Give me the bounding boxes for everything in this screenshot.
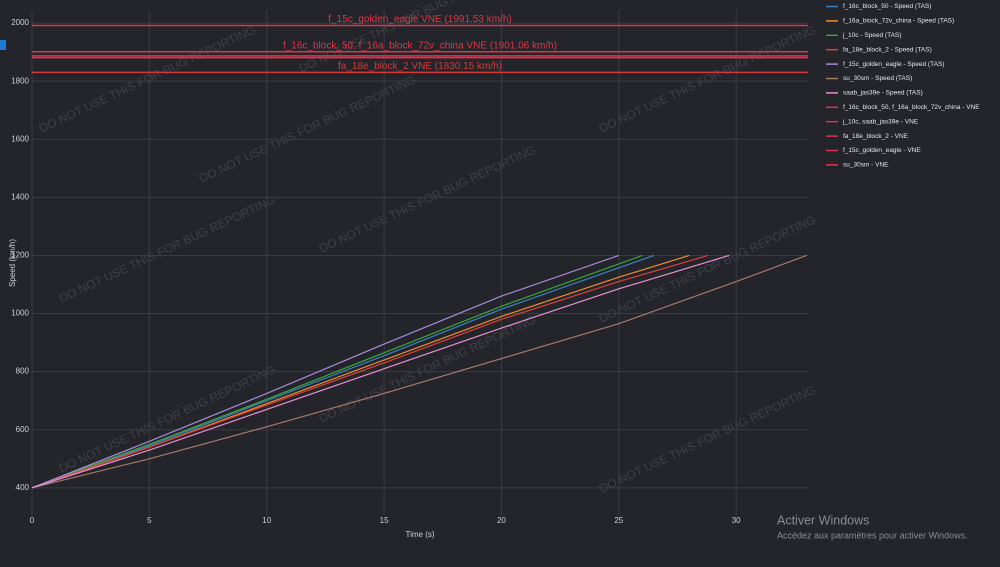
speed-line bbox=[31, 254, 643, 489]
legend-label: f_16a_block_72v_china - Speed (TAS) bbox=[843, 18, 954, 25]
y-tick-label: 2000 bbox=[11, 18, 29, 27]
legend-label: f_15c_golden_eagle - Speed (TAS) bbox=[843, 61, 944, 68]
legend-item[interactable]: f_15c_golden_eagle - VNE bbox=[826, 147, 921, 154]
legend-label: j_10c, saab_jas39e - VNE bbox=[842, 118, 919, 125]
y-tick-label: 600 bbox=[16, 425, 30, 434]
legend-item[interactable]: f_16c_block_50, f_16a_block_72v_china - … bbox=[826, 104, 980, 111]
x-tick-label: 15 bbox=[380, 516, 389, 525]
vne-label: fa_18e_block_2 VNE (1830.15 km/h) bbox=[338, 61, 502, 72]
legend-label: su_30sm - VNE bbox=[843, 162, 889, 169]
speed-line bbox=[31, 254, 709, 489]
legend-item[interactable]: fa_18e_block_2 - VNE bbox=[826, 133, 909, 140]
x-tick-label: 10 bbox=[262, 516, 271, 525]
os-notice-title: Activer Windows bbox=[777, 513, 869, 527]
speed-line bbox=[31, 254, 655, 489]
x-tick-label: 30 bbox=[732, 516, 741, 525]
legend-label: f_16c_block_50, f_16a_block_72v_china - … bbox=[843, 104, 980, 111]
y-tick-label: 800 bbox=[16, 367, 30, 376]
legend-label: su_30sm - Speed (TAS) bbox=[843, 75, 912, 82]
legend-item[interactable]: su_30sm - Speed (TAS) bbox=[826, 75, 912, 82]
legend-label: fa_18e_block_2 - Speed (TAS) bbox=[843, 46, 932, 53]
legend-item[interactable]: su_30sm - VNE bbox=[826, 162, 889, 169]
legend-item[interactable]: saab_jas39e - Speed (TAS) bbox=[826, 90, 923, 97]
x-tick-label: 25 bbox=[614, 516, 623, 525]
x-tick-label: 20 bbox=[497, 516, 506, 525]
y-tick-label: 1000 bbox=[11, 309, 29, 318]
y-tick-label: 1600 bbox=[11, 134, 29, 143]
legend-label: fa_18e_block_2 - VNE bbox=[843, 133, 909, 140]
vne-label: f_16c_block_50, f_16a_block_72v_china VN… bbox=[283, 40, 557, 51]
y-axis-label: Speed (km/h) bbox=[8, 239, 17, 287]
legend-item[interactable]: f_15c_golden_eagle - Speed (TAS) bbox=[826, 61, 944, 68]
y-tick-label: 1200 bbox=[11, 251, 29, 260]
os-notice-subtitle: Accédez aux paramètres pour activer Wind… bbox=[777, 530, 968, 540]
legend-item[interactable]: fa_18e_block_2 - Speed (TAS) bbox=[826, 46, 932, 53]
legend-label: f_15c_golden_eagle - VNE bbox=[843, 147, 921, 154]
x-tick-label: 5 bbox=[147, 516, 152, 525]
legend-label: f_16c_block_50 - Speed (TAS) bbox=[843, 3, 931, 10]
legend-label: j_10c - Speed (TAS) bbox=[842, 32, 901, 39]
speed-line bbox=[31, 254, 620, 489]
y-tick-label: 1400 bbox=[11, 192, 29, 201]
legend-label: saab_jas39e - Speed (TAS) bbox=[843, 90, 923, 97]
y-tick-label: 400 bbox=[16, 483, 30, 492]
legend-item[interactable]: f_16c_block_50 - Speed (TAS) bbox=[826, 3, 931, 10]
y-tick-label: 1800 bbox=[11, 76, 29, 85]
speed-line bbox=[31, 254, 730, 489]
speed-line bbox=[31, 254, 807, 489]
legend-item[interactable]: j_10c - Speed (TAS) bbox=[826, 32, 901, 39]
x-tick-label: 0 bbox=[30, 516, 35, 525]
legend-item[interactable]: j_10c, saab_jas39e - VNE bbox=[826, 118, 919, 125]
legend-item[interactable]: f_16a_block_72v_china - Speed (TAS) bbox=[826, 18, 954, 25]
side-button[interactable] bbox=[0, 40, 6, 50]
x-axis-label: Time (s) bbox=[405, 530, 434, 539]
vne-label: f_15c_golden_eagle VNE (1991.53 km/h) bbox=[328, 14, 511, 25]
